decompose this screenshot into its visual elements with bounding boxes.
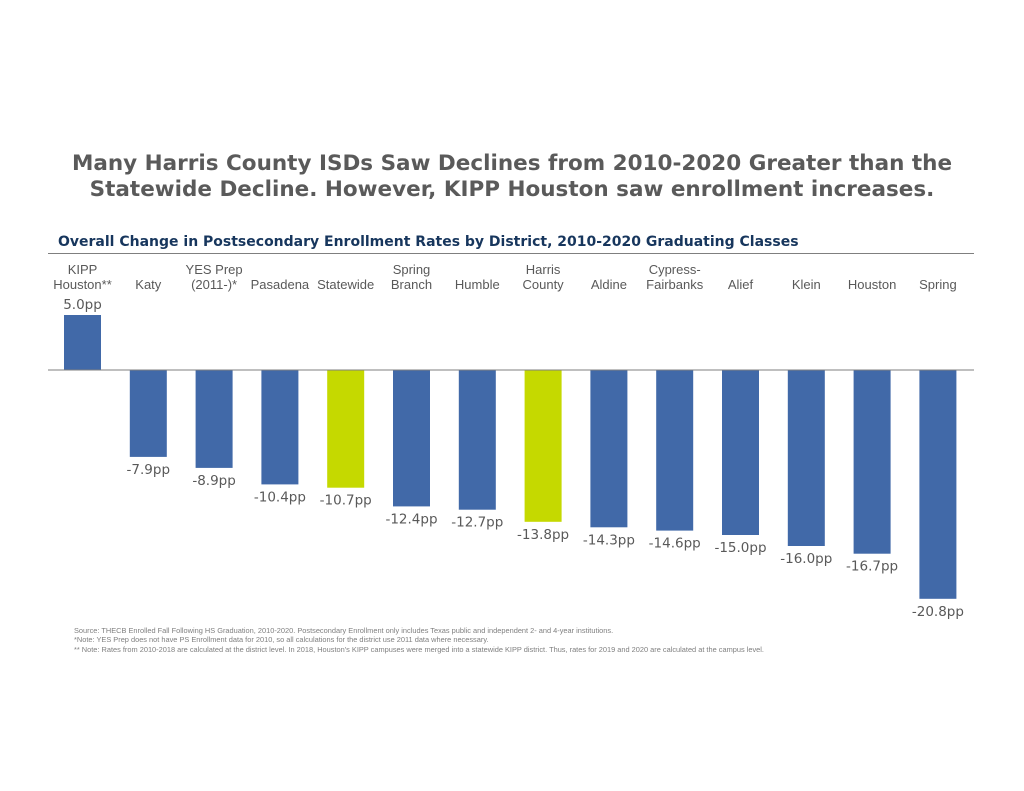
data-label-9: -14.6pp — [649, 536, 701, 552]
bar-2 — [195, 370, 233, 468]
data-label-5: -12.4pp — [385, 511, 437, 527]
data-label-6: -12.7pp — [451, 515, 503, 531]
category-label-5: Spring Branch — [391, 262, 432, 292]
bar-8 — [590, 370, 628, 528]
category-label-4: Statewide — [317, 277, 374, 292]
bar-1 — [129, 370, 167, 457]
data-label-3: -10.4pp — [254, 489, 306, 505]
bar-7 — [524, 370, 562, 522]
bar-10 — [722, 370, 759, 535]
category-label-11: Klein — [792, 277, 821, 292]
category-label-7: Harris County — [522, 262, 564, 292]
bar-3 — [261, 370, 299, 485]
footnote-source: Source: THECB Enrolled Fall Following HS… — [74, 626, 614, 635]
category-label-13: Spring — [919, 277, 957, 292]
bar-11 — [787, 370, 825, 546]
category-label-2: YES Prep (2011-)* — [186, 262, 243, 292]
chart-title: Many Harris County ISDs Saw Declines fro… — [40, 151, 984, 203]
category-label-12: Houston — [848, 277, 896, 292]
category-label-9: Cypress-Fairbanks — [646, 262, 704, 292]
category-label-0: KIPP Houston** — [53, 262, 112, 292]
category-label-8: Aldine — [591, 277, 627, 292]
chart-title-line-1: Many Harris County ISDs Saw Declines fro… — [71, 151, 953, 176]
data-label-11: -16.0pp — [780, 551, 832, 567]
bar-6 — [458, 370, 496, 510]
bar-5 — [393, 370, 430, 507]
category-label-3: Pasadena — [251, 277, 310, 292]
data-label-12: -16.7pp — [846, 559, 898, 575]
chart-subtitle: Overall Change in Postsecondary Enrollme… — [58, 234, 799, 250]
bar-0 — [64, 315, 101, 370]
data-label-4: -10.7pp — [320, 493, 372, 509]
bar-9 — [656, 370, 694, 531]
category-label-10: Alief — [728, 277, 754, 292]
bar-4 — [327, 370, 365, 488]
data-label-1: -7.9pp — [127, 462, 170, 478]
data-label-10: -15.0pp — [714, 540, 766, 556]
data-label-2: -8.9pp — [192, 473, 235, 489]
footnote-yes-prep: *Note: YES Prep does not have PS Enrollm… — [74, 635, 489, 645]
category-label-1: Katy — [135, 277, 162, 292]
footnote-kipp: ** Note: Rates from 2010-2018 are calcul… — [74, 644, 764, 654]
category-label-6: Humble — [455, 277, 500, 292]
data-label-13: -20.8pp — [912, 604, 964, 620]
data-label-8: -14.3pp — [583, 532, 635, 548]
data-label-7: -13.8pp — [517, 527, 569, 543]
data-label-0: 5.0pp — [63, 297, 102, 313]
chart-title-line-2: Statewide Decline. However, KIPP Houston… — [89, 177, 935, 202]
footnotes: Source: THECB Enrolled Fall Following HS… — [74, 626, 814, 654]
bar-13 — [919, 370, 957, 599]
bar-12 — [853, 370, 891, 554]
subtitle-divider — [48, 253, 974, 254]
